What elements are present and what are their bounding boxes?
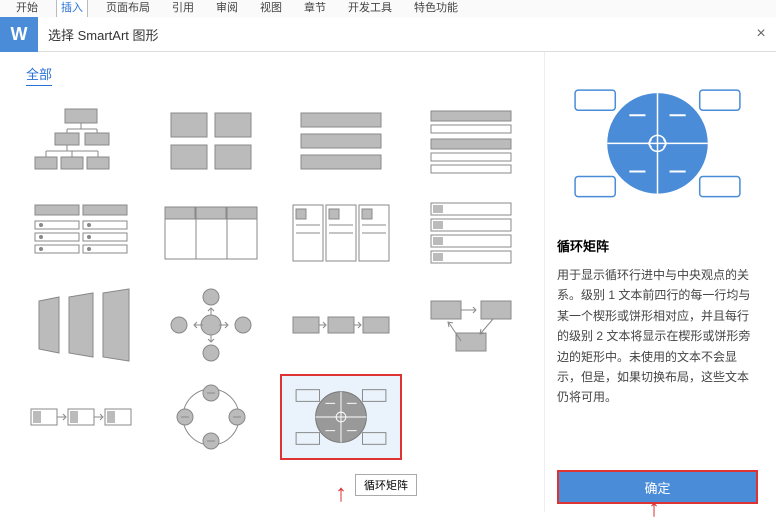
smartart-thumbnail[interactable] bbox=[150, 98, 272, 184]
smartart-thumbnail[interactable] bbox=[150, 282, 272, 368]
smartart-thumbnail[interactable] bbox=[410, 190, 532, 276]
smartart-thumbnail[interactable] bbox=[150, 190, 272, 276]
smartart-thumbnail[interactable] bbox=[280, 374, 402, 460]
close-icon[interactable]: × bbox=[746, 25, 776, 43]
thumbnail-tooltip: 循环矩阵 bbox=[355, 474, 417, 496]
app-logo: W bbox=[0, 17, 38, 52]
smartart-thumbnail[interactable] bbox=[20, 98, 142, 184]
dialog-titlebar: W 选择 SmartArt 图形 × bbox=[0, 17, 776, 52]
gallery-panel: 全部 bbox=[0, 52, 544, 512]
smartart-thumbnail[interactable] bbox=[280, 98, 402, 184]
preview-description: 用于显示循环行进中与中央观点的关系。级别 1 文本前四行的每一行均与某一个楔形或… bbox=[557, 265, 758, 470]
ribbon-tab[interactable]: 章节 bbox=[300, 0, 330, 17]
smartart-thumbnail[interactable] bbox=[410, 98, 532, 184]
smartart-thumbnail[interactable] bbox=[150, 374, 272, 460]
ribbon-tab[interactable]: 审阅 bbox=[212, 0, 242, 17]
dialog-content: 全部 循环矩阵 用于显示循环行进中与中央观点的关系。级别 1 bbox=[0, 52, 776, 512]
smartart-thumbnail[interactable] bbox=[20, 282, 142, 368]
annotation-arrow-icon: ↑ bbox=[335, 480, 347, 508]
ribbon-tab[interactable]: 开发工具 bbox=[344, 0, 396, 17]
smartart-thumbnail[interactable] bbox=[280, 190, 402, 276]
smartart-grid bbox=[20, 98, 532, 460]
ribbon-tab[interactable]: 视图 bbox=[256, 0, 286, 17]
preview-title: 循环矩阵 bbox=[557, 236, 758, 255]
annotation-arrow-icon: ↑ bbox=[648, 495, 660, 523]
smartart-thumbnail[interactable] bbox=[20, 190, 142, 276]
ribbon-tab[interactable]: 引用 bbox=[168, 0, 198, 17]
smartart-thumbnail[interactable] bbox=[20, 374, 142, 460]
ok-button-label: 确定 bbox=[644, 478, 670, 497]
smartart-thumbnail[interactable] bbox=[410, 282, 532, 368]
preview-panel: 循环矩阵 用于显示循环行进中与中央观点的关系。级别 1 文本前四行的每一行均与某… bbox=[544, 52, 776, 512]
preview-image bbox=[557, 68, 758, 218]
ribbon-tab[interactable]: 特色功能 bbox=[410, 0, 462, 17]
category-all[interactable]: 全部 bbox=[26, 64, 52, 86]
smartart-thumbnail[interactable] bbox=[280, 282, 402, 368]
ribbon-tabs: 开始插入页面布局引用审阅视图章节开发工具特色功能 bbox=[0, 0, 776, 17]
dialog-title: 选择 SmartArt 图形 bbox=[48, 25, 746, 44]
ribbon-tab[interactable]: 页面布局 bbox=[102, 0, 154, 17]
ribbon-tab[interactable]: 插入 bbox=[56, 0, 88, 17]
ribbon-tab[interactable]: 开始 bbox=[12, 0, 42, 17]
